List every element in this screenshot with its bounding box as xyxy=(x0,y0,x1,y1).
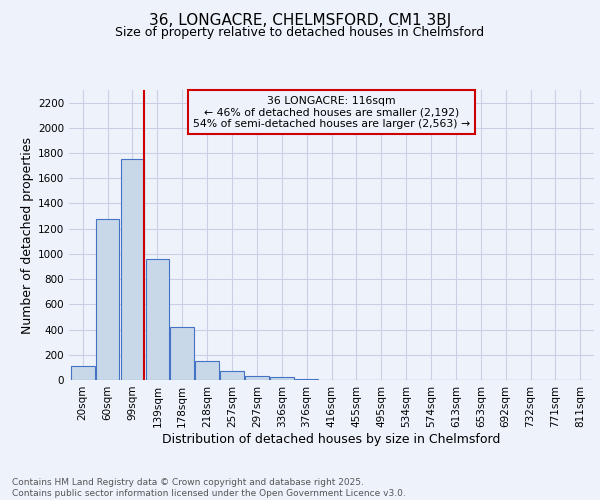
Bar xyxy=(220,370,244,380)
Bar xyxy=(245,376,269,380)
Bar xyxy=(71,366,95,380)
Bar xyxy=(270,378,293,380)
Bar xyxy=(96,218,119,380)
Bar xyxy=(195,361,219,380)
Text: Size of property relative to detached houses in Chelmsford: Size of property relative to detached ho… xyxy=(115,26,485,39)
Y-axis label: Number of detached properties: Number of detached properties xyxy=(21,136,34,334)
Bar xyxy=(170,327,194,380)
Bar xyxy=(121,160,144,380)
Bar xyxy=(146,259,169,380)
Text: Contains HM Land Registry data © Crown copyright and database right 2025.
Contai: Contains HM Land Registry data © Crown c… xyxy=(12,478,406,498)
Bar xyxy=(295,378,319,380)
Text: 36 LONGACRE: 116sqm
← 46% of detached houses are smaller (2,192)
54% of semi-det: 36 LONGACRE: 116sqm ← 46% of detached ho… xyxy=(193,96,470,129)
X-axis label: Distribution of detached houses by size in Chelmsford: Distribution of detached houses by size … xyxy=(163,432,500,446)
Text: 36, LONGACRE, CHELMSFORD, CM1 3BJ: 36, LONGACRE, CHELMSFORD, CM1 3BJ xyxy=(149,12,451,28)
